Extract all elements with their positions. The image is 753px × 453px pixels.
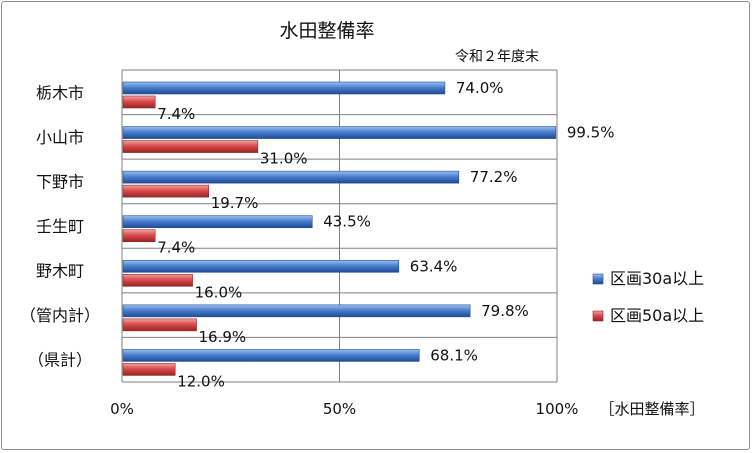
category-label-6: （県計）: [28, 351, 92, 370]
data-label-series0-5: 79.8%: [481, 302, 529, 320]
data-label-series1-5: 16.9%: [199, 328, 247, 346]
bar-series1-5: [122, 318, 197, 332]
data-label-series1-3: 7.4%: [157, 239, 195, 257]
category-label-2: 下野市: [36, 172, 84, 191]
chart-subtitle: 令和２年度末: [455, 49, 539, 65]
bar-series0-3: [122, 215, 313, 229]
bar-series1-2: [122, 184, 209, 198]
bar-series0-6: [122, 349, 420, 362]
data-label-series0-2: 77.2%: [470, 168, 518, 186]
legend-swatch-1: [592, 310, 604, 322]
x-tick-label-2: 100%: [536, 400, 579, 418]
data-label-series0-3: 43.5%: [323, 213, 371, 231]
bar-series1-6: [122, 363, 176, 376]
data-label-series0-6: 68.1%: [430, 346, 478, 364]
legend-label-0: 区画30a以上: [610, 269, 704, 288]
bar-series0-5: [122, 304, 471, 318]
data-label-series0-4: 63.4%: [410, 257, 458, 275]
bar-series1-3: [122, 229, 156, 243]
chart-title: 水田整備率: [279, 20, 374, 42]
category-label-3: 壬生町: [36, 217, 84, 236]
category-label-4: 野木町: [36, 262, 84, 281]
x-axis-label: ［水田整備率］: [599, 400, 704, 418]
legend-swatch-0: [592, 273, 604, 285]
category-label-5: （管内計）: [20, 306, 100, 325]
bar-series0-1: [122, 126, 557, 139]
category-label-0: 栃木市: [36, 83, 84, 102]
bar-series0-2: [122, 170, 460, 184]
bar-series1-0: [122, 95, 156, 109]
bar-series1-4: [122, 273, 193, 287]
data-label-series1-1: 31.0%: [260, 150, 308, 168]
data-label-series0-1: 99.5%: [567, 124, 615, 142]
data-label-series0-0: 74.0%: [456, 79, 504, 97]
bar-series0-0: [122, 81, 446, 95]
bar-series0-4: [122, 259, 400, 273]
x-tick-label-0: 0%: [110, 400, 134, 418]
bar-series1-1: [122, 140, 259, 153]
data-label-series1-2: 19.7%: [211, 194, 259, 212]
category-label-1: 小山市: [36, 128, 84, 147]
data-label-series1-4: 16.0%: [195, 283, 243, 301]
data-label-series1-6: 12.0%: [177, 372, 225, 390]
data-label-series1-0: 7.4%: [157, 105, 195, 123]
legend-label-1: 区画50a以上: [610, 306, 704, 325]
x-tick-label-1: 50%: [323, 400, 356, 418]
